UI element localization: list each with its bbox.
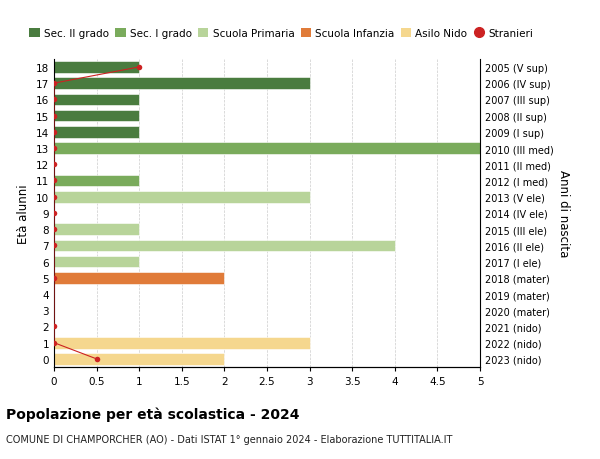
Bar xyxy=(54,94,139,106)
Bar xyxy=(54,256,139,268)
Text: Popolazione per età scolastica - 2024: Popolazione per età scolastica - 2024 xyxy=(6,406,299,421)
Bar xyxy=(54,62,139,73)
Bar xyxy=(54,175,139,187)
Bar xyxy=(54,240,395,252)
Legend: Sec. II grado, Sec. I grado, Scuola Primaria, Scuola Infanzia, Asilo Nido, Stran: Sec. II grado, Sec. I grado, Scuola Prim… xyxy=(25,25,537,43)
Bar xyxy=(54,111,139,122)
Bar xyxy=(54,272,224,284)
Bar xyxy=(54,127,139,138)
Bar xyxy=(54,353,224,365)
Text: COMUNE DI CHAMPORCHER (AO) - Dati ISTAT 1° gennaio 2024 - Elaborazione TUTTITALI: COMUNE DI CHAMPORCHER (AO) - Dati ISTAT … xyxy=(6,434,452,444)
Y-axis label: Anni di nascita: Anni di nascita xyxy=(557,170,570,257)
Bar xyxy=(54,143,480,155)
Bar xyxy=(54,224,139,235)
Y-axis label: Età alunni: Età alunni xyxy=(17,184,31,243)
Bar xyxy=(54,337,310,349)
Bar xyxy=(54,191,310,203)
Bar xyxy=(54,78,310,90)
